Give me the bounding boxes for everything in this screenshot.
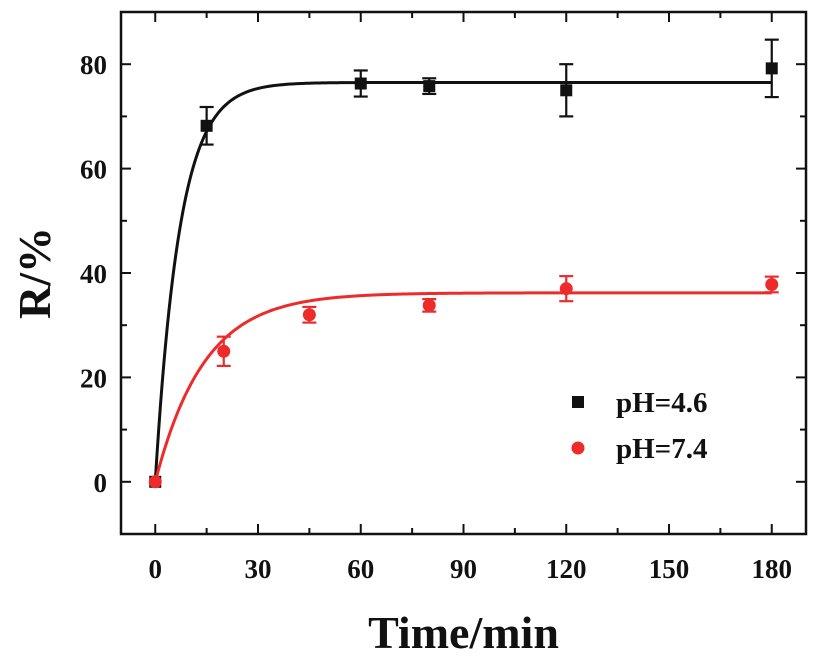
fit-curve xyxy=(153,80,772,482)
legend-label-1: pH=4.6 xyxy=(616,387,707,419)
legend: pH=4.6 pH=7.4 xyxy=(571,387,707,465)
data-point xyxy=(148,475,162,489)
y-tick-label: 20 xyxy=(80,363,107,393)
x-tick-label: 120 xyxy=(546,554,587,584)
data-point xyxy=(765,277,779,291)
data-point xyxy=(354,77,367,90)
axes: 0 30 60 90 120 150 180 0 20 40 60 80 xyxy=(80,10,808,584)
y-tick-label: 40 xyxy=(80,259,107,289)
data-point xyxy=(302,308,316,322)
series-2 xyxy=(148,275,779,489)
y-tick-label: 80 xyxy=(80,50,107,80)
x-axis-title: Time/min xyxy=(368,607,559,657)
x-tick-label: 90 xyxy=(450,554,477,584)
data-point xyxy=(559,282,573,296)
fit-curve xyxy=(153,291,772,483)
legend-marker-1 xyxy=(572,396,584,408)
data-point xyxy=(423,80,436,93)
y-tick-label: 0 xyxy=(94,468,108,498)
legend-marker-2 xyxy=(571,441,585,455)
data-point xyxy=(422,298,436,312)
y-tick-label: 60 xyxy=(80,155,107,185)
x-tick-label: 180 xyxy=(752,554,793,584)
data-point xyxy=(765,62,778,75)
x-tick-label: 0 xyxy=(149,554,163,584)
x-tick-label: 30 xyxy=(245,554,272,584)
legend-label-2: pH=7.4 xyxy=(616,433,707,465)
x-tick-label: 150 xyxy=(649,554,690,584)
plot-area xyxy=(148,38,779,489)
x-tick-label: 60 xyxy=(347,554,374,584)
data-point xyxy=(560,84,573,97)
series-1 xyxy=(149,38,779,488)
data-point xyxy=(217,344,231,358)
data-point xyxy=(200,119,213,132)
y-axis-title: R/% xyxy=(9,227,60,319)
